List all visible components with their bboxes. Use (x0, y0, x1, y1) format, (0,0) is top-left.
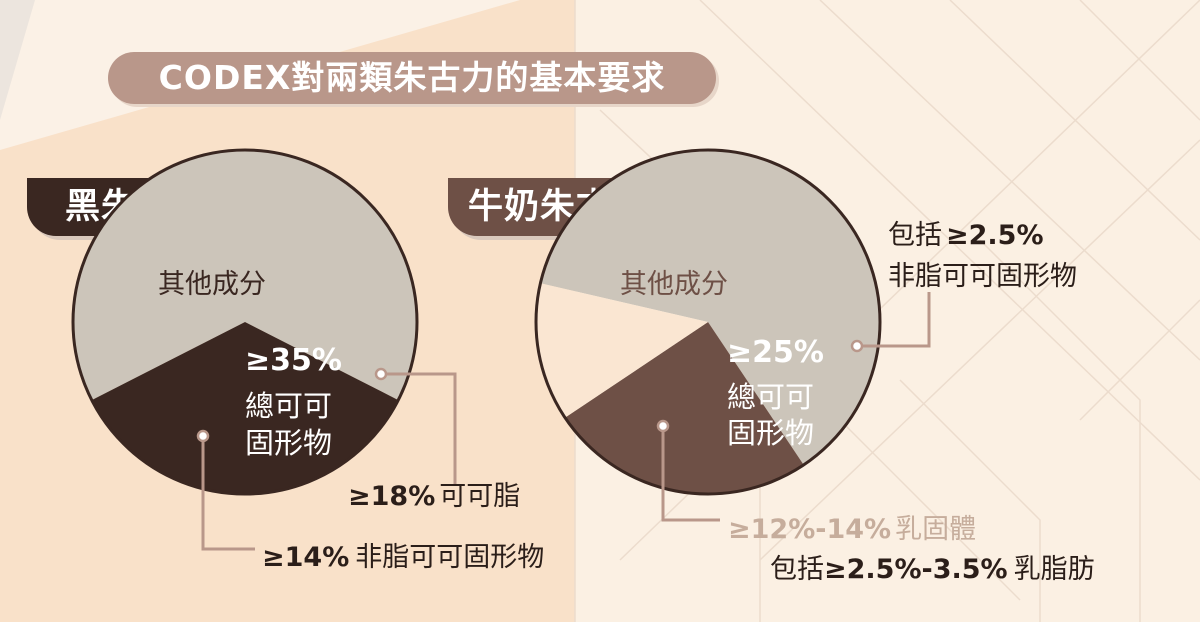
leader-line-milk-nonfat (857, 292, 931, 348)
milk-total-line2: 固形物 (727, 416, 815, 450)
callout-dot-dark-1 (374, 367, 388, 381)
milk-nonfat-callout-line1: 包括 ≥2.5% (888, 213, 1044, 252)
milk-fat-prefix: 包括 (770, 554, 824, 585)
milk-solids-text: 乳固體 (895, 514, 977, 545)
milk-fat-callout: 包括≥2.5%-3.5% 乳脂肪 (770, 547, 1095, 586)
dark-total-line1: 總可可 (245, 389, 333, 423)
dark-nonfat-callout: ≥14% 非脂可可固形物 (262, 535, 544, 574)
milk-solids-callout: ≥12%-14% 乳固體 (728, 507, 976, 546)
milk-chocolate-pie (534, 148, 882, 496)
milk-fat-value: ≥2.5%-3.5% (824, 554, 1008, 585)
leader-line-dark-nonfat (201, 436, 255, 551)
pie-slice (73, 149, 418, 401)
milk-fat-text: 乳脂肪 (1013, 554, 1095, 585)
dark-total-value: ≥35% (245, 343, 342, 378)
callout-dot-milk-1 (850, 339, 864, 353)
callout-dot-dark-2 (196, 429, 210, 443)
milk-total-line1: 總可可 (727, 380, 815, 414)
callout-lines (201, 292, 931, 551)
dark-cocoa-butter-text: 可可脂 (439, 481, 521, 512)
pie-slice (540, 150, 880, 465)
milk-other-label: 其他成分 (620, 269, 728, 300)
pie-outline (534, 148, 882, 496)
dark-cocoa-butter-callout: ≥18% 可可脂 (348, 474, 520, 513)
dark-nonfat-value: ≥14% (262, 542, 350, 573)
milk-nonfat-text: 非脂可可固形物 (888, 261, 1077, 292)
pie-slice (565, 322, 804, 494)
milk-nonfat-prefix: 包括 (888, 220, 942, 251)
milk-nonfat-value: ≥2.5% (946, 220, 1044, 251)
callout-dots (196, 339, 864, 443)
dark-cocoa-butter-value: ≥18% (348, 481, 436, 512)
leader-line-dark-cocoa-butter (381, 372, 457, 486)
pie-slice (536, 283, 708, 418)
dark-other-label: 其他成分 (158, 269, 266, 300)
pie-slice (91, 322, 399, 494)
page-title: CODEX對兩類朱古力的基本要求 (108, 52, 716, 104)
callout-dot-milk-2 (656, 419, 670, 433)
milk-solids-value: ≥12%-14% (728, 514, 892, 545)
dark-nonfat-text: 非脂可可固形物 (355, 542, 545, 573)
dark-total-line2: 固形物 (245, 426, 333, 460)
pie-outline (71, 148, 419, 496)
dark-chocolate-pie (71, 148, 419, 496)
leader-line-milk-solids (661, 426, 720, 522)
milk-total-value: ≥25% (727, 335, 824, 370)
